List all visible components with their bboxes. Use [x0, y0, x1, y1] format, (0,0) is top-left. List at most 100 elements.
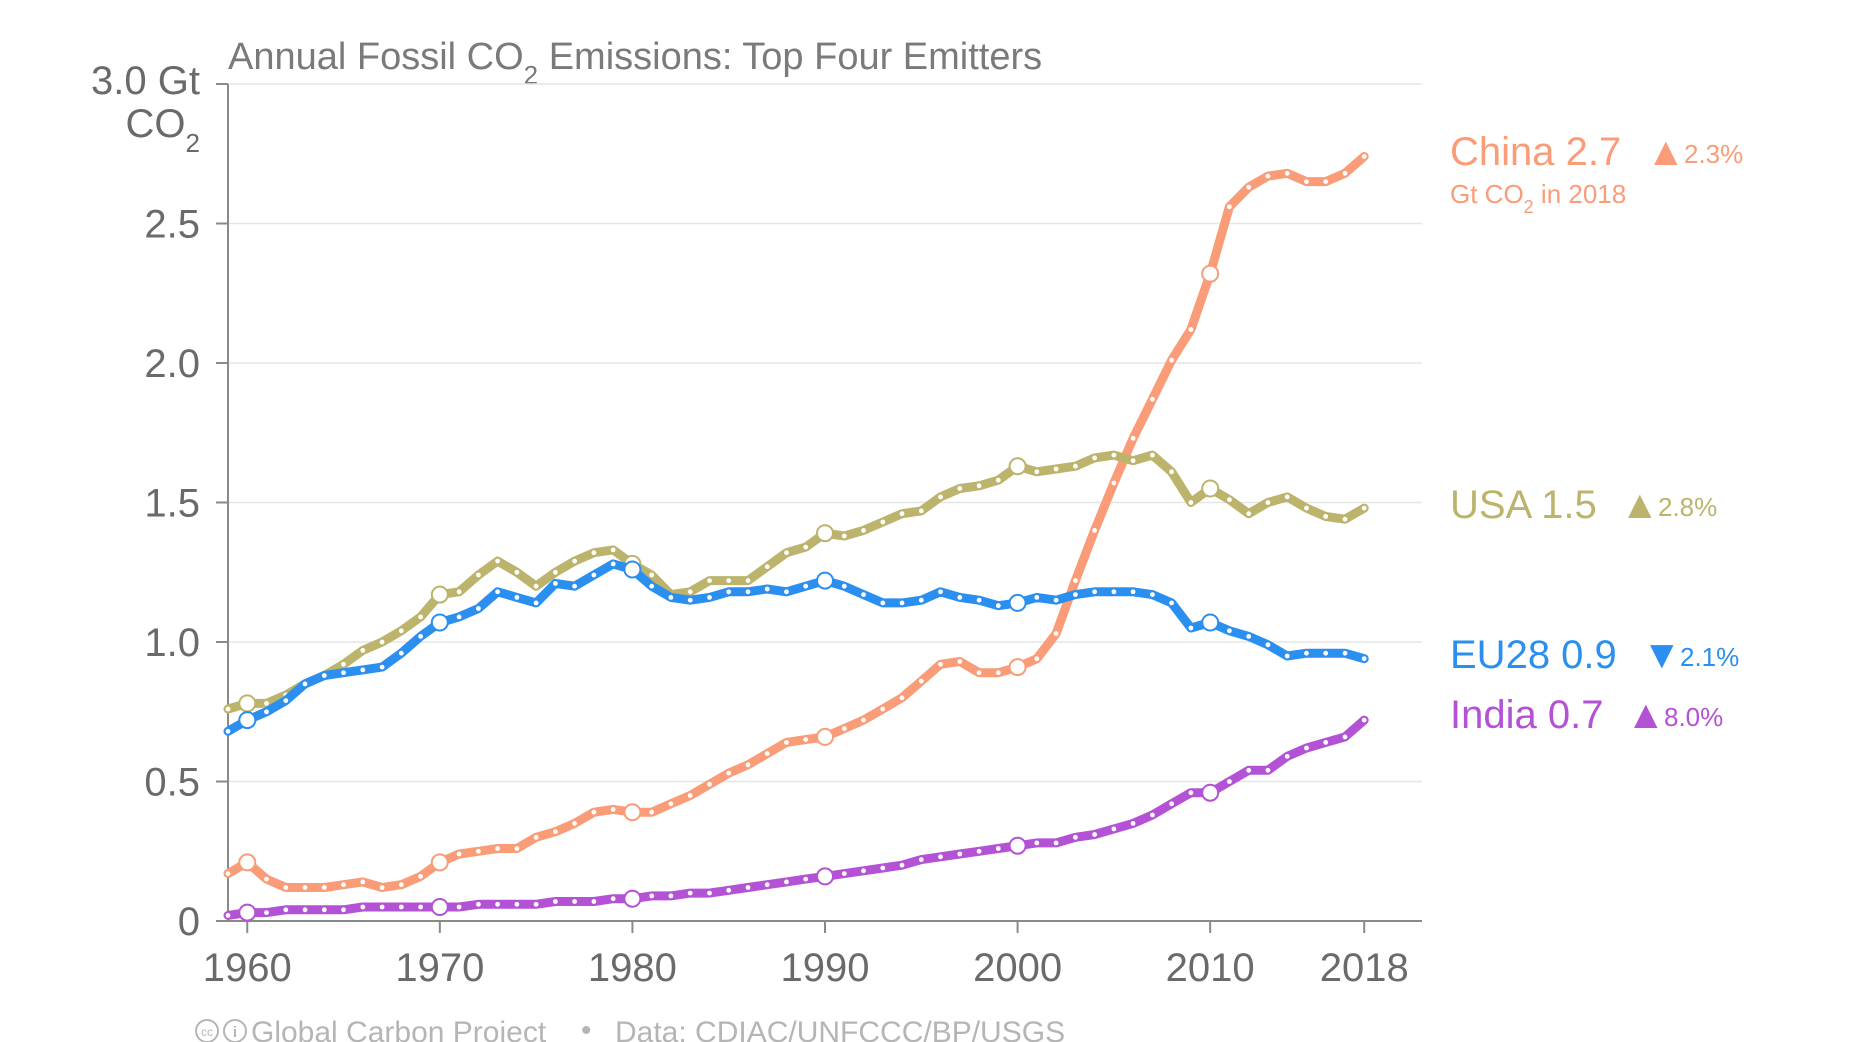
- data-point-usa: [418, 614, 423, 620]
- data-point-china: [687, 793, 693, 798]
- data-point-china: [1073, 578, 1078, 583]
- data-point-india: [1361, 717, 1367, 723]
- x-tick-label: 2000: [973, 946, 1062, 990]
- eu28-change: 2.1%: [1680, 642, 1739, 672]
- data-point-india: [456, 904, 462, 910]
- data-point-china: [398, 882, 404, 888]
- data-point-usa: [360, 648, 366, 653]
- series-line-china: [223, 152, 1369, 892]
- data-point-usa: [938, 494, 943, 500]
- data-point-india: [1246, 767, 1252, 773]
- data-point-eu28: [1227, 628, 1232, 634]
- data-point-china: [976, 670, 982, 676]
- cc-license-icon: [195, 1019, 219, 1042]
- data-point-india: [572, 899, 577, 904]
- data-point-india: [816, 867, 834, 886]
- data-point-usa: [707, 578, 712, 583]
- data-point-eu28: [1323, 650, 1329, 656]
- data-point-eu28: [1201, 613, 1220, 632]
- data-point-china: [938, 661, 943, 667]
- data-point-china: [476, 848, 481, 854]
- data-point-china: [726, 770, 732, 776]
- usa-change: 2.8%: [1658, 492, 1717, 522]
- y-unit-label-line2: CO2: [126, 102, 200, 158]
- series-layer: [223, 152, 1369, 922]
- data-point-india: [1169, 801, 1174, 807]
- data-point-usa: [495, 558, 500, 564]
- data-point-india: [1188, 790, 1194, 796]
- data-point-usa: [803, 544, 809, 550]
- data-point-usa: [687, 589, 693, 595]
- data-point-usa: [1246, 511, 1252, 517]
- axis-layer: [216, 83, 1422, 933]
- data-point-eu28: [861, 592, 866, 597]
- data-point-eu28: [398, 650, 404, 656]
- data-point-china: [1304, 179, 1309, 185]
- data-point-usa: [1284, 494, 1290, 500]
- data-point-eu28: [1342, 650, 1348, 656]
- data-point-india: [707, 890, 712, 896]
- data-point-usa: [430, 585, 449, 604]
- data-point-usa: [1227, 497, 1232, 503]
- data-point-india: [649, 893, 655, 899]
- data-point-india: [1053, 840, 1059, 846]
- data-point-usa: [880, 519, 886, 525]
- y-tick-label: 0.5: [144, 761, 200, 805]
- data-point-india: [1092, 832, 1097, 837]
- data-point-india: [995, 846, 1001, 851]
- y-unit-label-line1: 3.0 Gt: [91, 59, 200, 103]
- data-point-usa: [1034, 469, 1040, 475]
- footer-separator: •: [581, 1014, 592, 1042]
- china-unit-note: Gt CO2 in 2018: [1450, 179, 1626, 217]
- data-point-china: [1053, 631, 1059, 636]
- data-point-eu28: [784, 589, 789, 595]
- data-point-india: [1150, 812, 1155, 818]
- data-point-india: [880, 865, 886, 871]
- data-point-eu28: [745, 589, 751, 595]
- data-point-china: [1246, 184, 1252, 190]
- data-point-india: [379, 904, 385, 910]
- eu28-label: EU28 0.9: [1450, 633, 1617, 677]
- data-point-usa: [1150, 452, 1155, 458]
- data-point-china: [880, 706, 886, 712]
- data-point-usa: [1323, 514, 1329, 519]
- data-point-eu28: [1111, 589, 1117, 595]
- data-point-india: [264, 910, 269, 915]
- data-point-india: [1111, 826, 1117, 832]
- data-point-eu28: [1150, 592, 1155, 597]
- data-point-usa: [1053, 466, 1059, 472]
- china-change: 2.3%: [1684, 139, 1743, 169]
- data-point-eu28: [1265, 642, 1271, 648]
- india-change: 8.0%: [1664, 702, 1723, 732]
- series-line-eu28: [223, 559, 1369, 736]
- data-point-eu28: [1053, 597, 1059, 603]
- china-label: China 2.7: [1450, 130, 1621, 174]
- usa-up-arrow-icon: ▲: [1620, 483, 1660, 527]
- data-point-india: [283, 907, 289, 913]
- data-point-eu28: [430, 613, 449, 632]
- data-point-india: [533, 901, 539, 907]
- data-point-usa: [1111, 452, 1117, 458]
- attribution-icon: [223, 1019, 247, 1042]
- data-point-usa: [572, 558, 577, 564]
- footer-source: Data: CDIAC/UNFCCC/BP/USGS: [615, 1016, 1065, 1042]
- data-point-usa: [899, 511, 905, 517]
- data-point-india: [610, 896, 616, 902]
- data-point-india: [623, 889, 642, 908]
- data-point-india: [238, 903, 257, 922]
- data-point-china: [745, 762, 751, 768]
- data-point-usa: [591, 550, 597, 556]
- data-point-china: [418, 874, 423, 879]
- data-point-eu28: [302, 681, 308, 687]
- data-point-eu28: [1073, 592, 1078, 597]
- data-point-eu28: [264, 709, 269, 715]
- data-point-china: [1150, 396, 1155, 402]
- data-point-india: [1342, 734, 1348, 740]
- data-point-usa: [225, 706, 231, 712]
- y-tick-label: 0: [178, 900, 200, 944]
- series-line-india: [223, 715, 1369, 920]
- data-point-eu28: [238, 711, 257, 730]
- data-point-china: [1092, 528, 1097, 533]
- end-label-usa: USA 1.5 ▲ 2.8%: [1450, 483, 1717, 527]
- china-unit-note-subscript: 2: [1524, 197, 1534, 217]
